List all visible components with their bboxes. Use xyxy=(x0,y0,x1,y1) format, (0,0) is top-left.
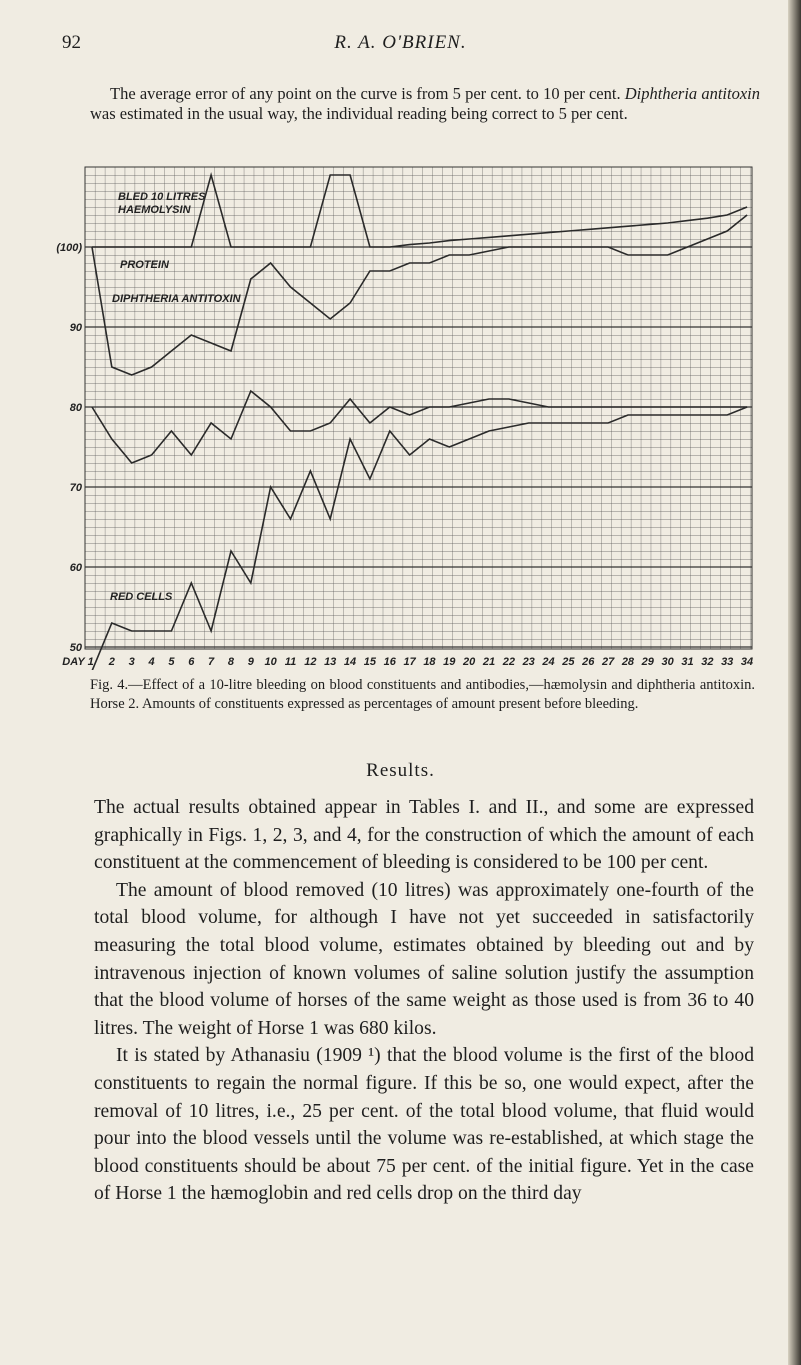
x-tick-label: 27 xyxy=(601,656,615,668)
x-tick-label: 20 xyxy=(462,656,476,668)
paragraph: The actual results obtained appear in Ta… xyxy=(94,797,754,874)
x-tick-label: DAY 1 xyxy=(62,656,93,668)
x-tick-label: 26 xyxy=(581,656,595,668)
x-tick-label: 10 xyxy=(265,656,278,668)
annotation: BLED 10 LITRES xyxy=(118,191,206,203)
x-tick-label: 16 xyxy=(384,656,397,668)
y-tick-label: 50 xyxy=(70,642,83,654)
x-tick-label: 30 xyxy=(662,656,675,668)
x-tick-label: 9 xyxy=(248,656,255,668)
intro-text: was estimated in the usual way, the indi… xyxy=(90,104,628,123)
x-tick-label: 6 xyxy=(188,656,195,668)
running-head: R. A. O'BRIEN. xyxy=(334,32,467,53)
y-tick-label: 90 xyxy=(70,322,83,334)
series-label: DIPHTHERIA ANTITOXIN xyxy=(112,293,242,305)
x-tick-label: 17 xyxy=(403,656,416,668)
x-tick-label: 3 xyxy=(129,656,135,668)
x-tick-label: 18 xyxy=(423,656,436,668)
series-line xyxy=(92,171,748,248)
section-title: Results. xyxy=(366,760,435,781)
intro-paragraph: The average error of any point on the cu… xyxy=(90,84,760,124)
y-tick-label: 70 xyxy=(70,482,83,494)
x-tick-label: 8 xyxy=(228,656,235,668)
x-tick-label: 4 xyxy=(147,656,154,668)
binding-shadow xyxy=(788,0,801,1365)
y-tick-label: (100) xyxy=(56,242,82,254)
series-line xyxy=(91,406,748,670)
series-label: PROTEIN xyxy=(120,259,170,271)
x-tick-label: 25 xyxy=(561,656,575,668)
x-tick-label: 21 xyxy=(482,656,495,668)
x-tick-label: 23 xyxy=(522,656,535,668)
x-tick-label: 5 xyxy=(168,656,175,668)
grid-paper xyxy=(84,166,753,650)
x-tick-label: 34 xyxy=(741,656,753,668)
page-number: 92 xyxy=(62,32,81,53)
series-label: RED CELLS xyxy=(110,591,173,603)
series-line xyxy=(91,214,748,376)
x-tick-label: 22 xyxy=(502,656,515,668)
intro-text: The average error of any point on the cu… xyxy=(110,84,625,103)
x-tick-label: 19 xyxy=(443,656,456,668)
x-tick-label: 24 xyxy=(541,656,554,668)
x-tick-label: 7 xyxy=(208,656,215,668)
x-tick-label: 12 xyxy=(304,656,316,668)
body-text: The actual results obtained appear in Ta… xyxy=(94,794,754,1208)
x-tick-label: 13 xyxy=(324,656,336,668)
x-tick-label: 15 xyxy=(364,656,377,668)
x-tick-label: 29 xyxy=(641,656,655,668)
figure-caption: Fig. 4.—Effect of a 10-litre bleeding on… xyxy=(90,677,755,712)
y-tick-label: 80 xyxy=(70,402,83,414)
paragraph: It is stated by Athanasiu (1909 ¹) that … xyxy=(94,1045,754,1205)
x-tick-label: 32 xyxy=(701,656,713,668)
y-tick-label: 60 xyxy=(70,562,83,574)
x-tick-label: 31 xyxy=(681,656,693,668)
x-tick-label: 11 xyxy=(285,656,296,668)
intro-italic: Diphtheria antitoxin xyxy=(624,84,761,103)
x-tick-label: 33 xyxy=(721,656,733,668)
series-label: HAEMOLYSIN xyxy=(118,204,192,216)
series-line xyxy=(91,389,748,464)
x-tick-label: 14 xyxy=(344,656,356,668)
x-tick-label: 28 xyxy=(621,656,635,668)
x-tick-label: 2 xyxy=(108,656,115,668)
paragraph: The amount of blood removed (10 litres) … xyxy=(94,879,754,1039)
